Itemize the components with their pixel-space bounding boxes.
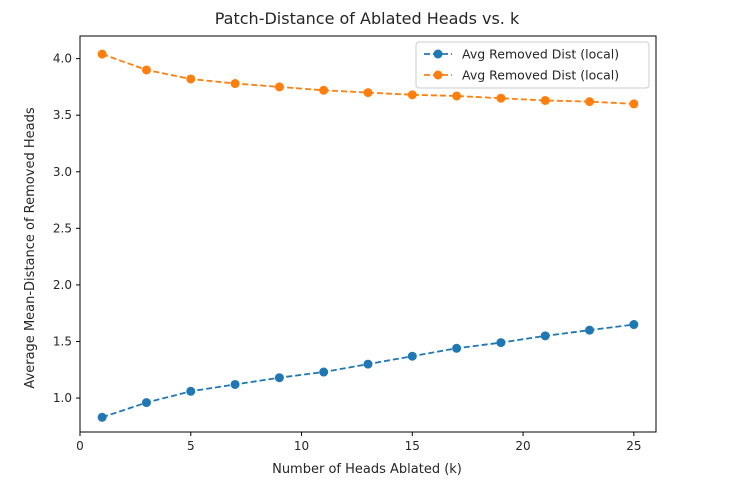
series-1-point	[407, 351, 417, 361]
series-1-point	[141, 398, 151, 408]
x-tick-label: 20	[515, 439, 530, 453]
x-tick-label: 15	[405, 439, 420, 453]
chart-title: Patch-Distance of Ablated Heads vs. k	[215, 9, 520, 28]
series-2-point	[496, 93, 506, 103]
y-axis-label: Average Mean-Distance of Removed Heads	[23, 107, 38, 388]
series-1-point	[496, 338, 506, 348]
series-1-point	[97, 412, 107, 422]
series-2-point	[274, 82, 284, 92]
x-tick-label: 10	[294, 439, 309, 453]
plot-area: 0 5 10 15 20 25 1.0 1.5 2.0 2.5 3.0 3.5 4.0	[53, 35, 657, 453]
y-tick-label: 2.5	[53, 221, 72, 235]
x-axis-label: Number of Heads Ablated (k)	[272, 462, 462, 477]
y-tick-label: 1.0	[53, 391, 72, 405]
series-2-point	[186, 74, 196, 84]
series-2-point	[540, 95, 550, 105]
legend-box	[415, 41, 650, 89]
y-tick-label: 3.0	[53, 165, 72, 179]
x-tick-label: 0	[76, 439, 84, 453]
series-2-point	[585, 97, 595, 107]
series-1-point	[230, 379, 240, 389]
series-1-point	[274, 373, 284, 383]
y-tick-label: 4.0	[53, 52, 72, 66]
series-1-point	[452, 343, 462, 353]
y-tick-label: 3.5	[53, 108, 72, 122]
series-line-1	[101, 323, 634, 419]
series-2-point	[141, 65, 151, 75]
y-tick-label: 1.5	[53, 334, 72, 348]
legend-marker-1	[433, 49, 443, 59]
series-1-point	[540, 331, 550, 341]
series-2-point	[230, 79, 240, 89]
legend: Avg Removed Dist (local) Avg Removed Dist…	[415, 41, 650, 89]
series-1-point	[629, 320, 639, 330]
series-1-point	[186, 386, 196, 396]
legend-label-2: Avg Removed Dist (local)	[462, 68, 619, 83]
series-1-point	[319, 367, 329, 377]
series-2-point	[363, 88, 373, 98]
y-tick-label: 2.0	[53, 278, 72, 292]
series-1-point	[585, 325, 595, 335]
series-2-point	[97, 49, 107, 59]
series-1-point	[363, 359, 373, 369]
series-2-point	[452, 91, 462, 101]
x-tick-label: 25	[626, 439, 641, 453]
axes-frame	[79, 35, 657, 433]
x-tick-label: 5	[187, 439, 195, 453]
series-2-point	[629, 99, 639, 109]
series-2-point	[407, 90, 417, 100]
legend-marker-2	[433, 70, 443, 80]
legend-label-1: Avg Removed Dist (local)	[462, 47, 619, 62]
series-2-point	[319, 85, 329, 95]
